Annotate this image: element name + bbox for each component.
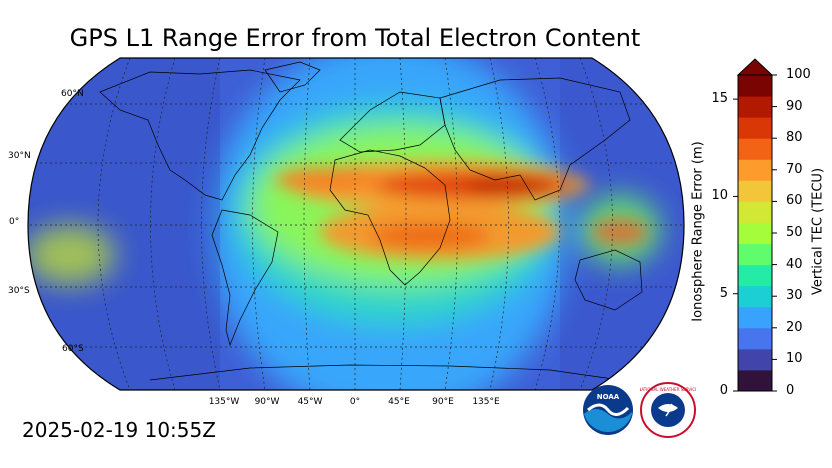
north-america-outline bbox=[99, 69, 301, 201]
colorbar-extend-triangle bbox=[736, 58, 774, 76]
colorbar-right-tick-label: 60 bbox=[786, 193, 803, 209]
left-axis-title: Ionosphere Range Error (m) bbox=[690, 141, 706, 322]
colorbar-right-tick-label: 90 bbox=[786, 98, 803, 114]
colorbar-segment bbox=[738, 306, 772, 329]
lon-label-90w: 90°W bbox=[254, 397, 280, 407]
colorbar-segments bbox=[738, 75, 772, 392]
chart-title: GPS L1 Range Error from Total Electron C… bbox=[69, 24, 641, 52]
lon-label-90e: 90°E bbox=[432, 397, 454, 407]
colorbar-segment bbox=[738, 138, 772, 160]
lat-label-30n: 30°N bbox=[8, 151, 31, 161]
colorbar-segment bbox=[738, 159, 772, 181]
graticule bbox=[28, 58, 684, 390]
colorbar-right-tick-label: 40 bbox=[786, 256, 803, 272]
nws-logo: NATIONAL WEATHER SERVICE bbox=[640, 382, 696, 438]
africa-outline bbox=[329, 149, 451, 286]
colorbar-segment bbox=[738, 348, 772, 371]
colorbar-segment bbox=[738, 264, 772, 287]
colorbar-segment bbox=[738, 222, 772, 245]
globe-border bbox=[27, 57, 685, 391]
lon-label-0: 0° bbox=[349, 397, 361, 407]
lat-label-60n: 60°N bbox=[61, 89, 84, 99]
svg-text:NOAA: NOAA bbox=[597, 393, 620, 401]
lat-label-30s: 30°S bbox=[8, 286, 30, 296]
colorbar-left-tick-label: 5 bbox=[719, 285, 728, 301]
asia-outline bbox=[439, 77, 631, 201]
colorbar-right-tick-label: 70 bbox=[786, 161, 803, 177]
colorbar-right-tick-label: 0 bbox=[786, 383, 795, 398]
colorbar-right-tick-label: 80 bbox=[786, 130, 803, 146]
colorbar-segment bbox=[738, 285, 772, 308]
colorbar-right-tick-label: 30 bbox=[786, 288, 803, 304]
timestamp: 2025-02-19 10:55Z bbox=[22, 418, 216, 442]
south-america-outline bbox=[211, 209, 279, 347]
colorbar-right-tick-label: 100 bbox=[786, 67, 811, 82]
lon-label-135w: 135°W bbox=[208, 397, 240, 407]
colorbar-segment bbox=[738, 369, 772, 392]
svg-text:NATIONAL WEATHER SERVICE: NATIONAL WEATHER SERVICE bbox=[640, 387, 696, 392]
colorbar-segment bbox=[738, 201, 772, 223]
antarctica-outline bbox=[149, 364, 621, 381]
right-axis-title: Vertical TEC (TECU) bbox=[810, 167, 826, 296]
colorbar-left-tick-label: 15 bbox=[711, 91, 728, 107]
lon-label-135e: 135°E bbox=[472, 397, 500, 407]
lat-label-0: 0° bbox=[9, 217, 20, 227]
colorbar-segment bbox=[738, 327, 772, 350]
lat-label-60s: 60°S bbox=[62, 344, 84, 354]
colorbar-segment bbox=[738, 243, 772, 266]
australia-outline bbox=[574, 249, 643, 311]
colorbar-segment bbox=[738, 117, 772, 139]
colorbar-left-tick-label: 10 bbox=[711, 188, 728, 204]
colorbar-segment bbox=[738, 96, 772, 118]
lon-label-45w: 45°W bbox=[297, 397, 323, 407]
noaa-logo: NOAA bbox=[583, 385, 633, 435]
colorbar-right-tick-label: 10 bbox=[786, 351, 803, 367]
colorbar-right-tick-label: 20 bbox=[786, 319, 803, 335]
colorbar-segment bbox=[738, 180, 772, 202]
colorbar-segment bbox=[738, 75, 772, 97]
colorbar-left-tick-label: 0 bbox=[719, 383, 728, 398]
greenland-outline bbox=[264, 61, 321, 93]
lon-label-45e: 45°E bbox=[388, 397, 410, 407]
colorbar-right-tick-label: 50 bbox=[786, 225, 803, 240]
